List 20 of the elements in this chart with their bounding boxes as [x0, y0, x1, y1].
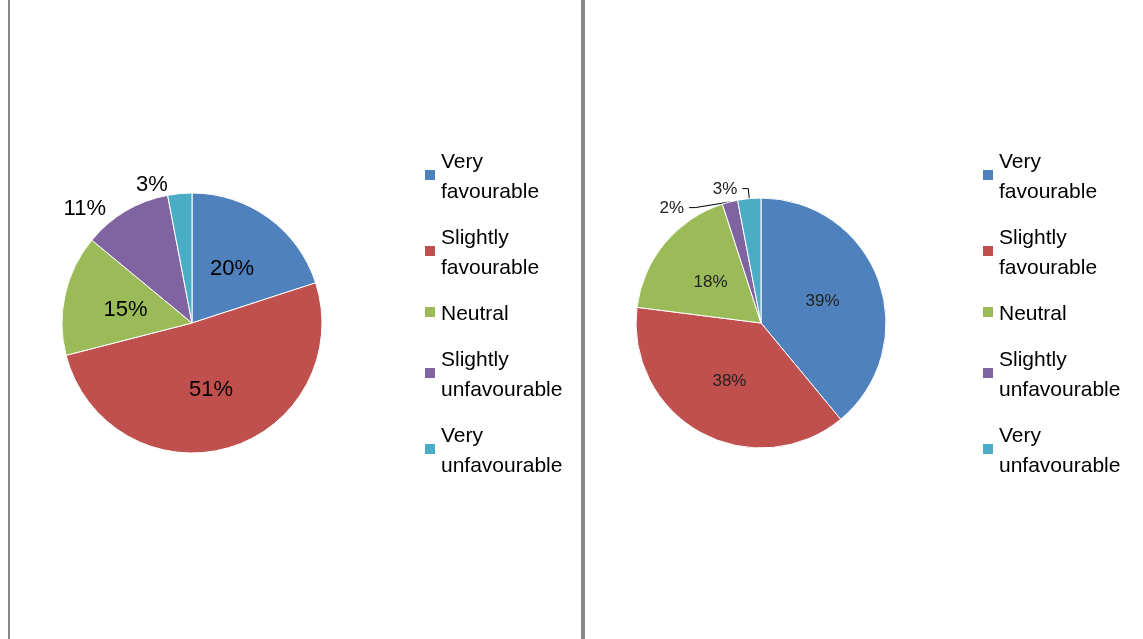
data-label: 15% [103, 295, 148, 321]
data-label: 3% [712, 179, 738, 199]
legend-label: Neutral [999, 300, 1067, 324]
data-label: 3% [136, 171, 168, 197]
data-label: 11% [63, 195, 107, 221]
legend-label: Neutral [441, 300, 509, 324]
legend-label: Slightly favourable [999, 224, 1098, 278]
legend-label: Slightly unfavourable [441, 346, 563, 400]
legend-label: Very favourable [999, 148, 1098, 202]
data-label: 51% [188, 375, 233, 401]
legend-label: Very unfavourable [999, 422, 1121, 476]
legend-label: Very unfavourable [441, 422, 563, 476]
data-label: 39% [805, 291, 840, 311]
legend-label: Very favourable [441, 148, 540, 202]
data-label: 38% [712, 370, 747, 390]
legend-label: Slightly unfavourable [999, 346, 1121, 400]
legend-label: Slightly favourable [441, 224, 540, 278]
data-label: 20% [209, 255, 254, 281]
data-label: 18% [693, 271, 728, 291]
data-label: 2% [659, 198, 685, 218]
